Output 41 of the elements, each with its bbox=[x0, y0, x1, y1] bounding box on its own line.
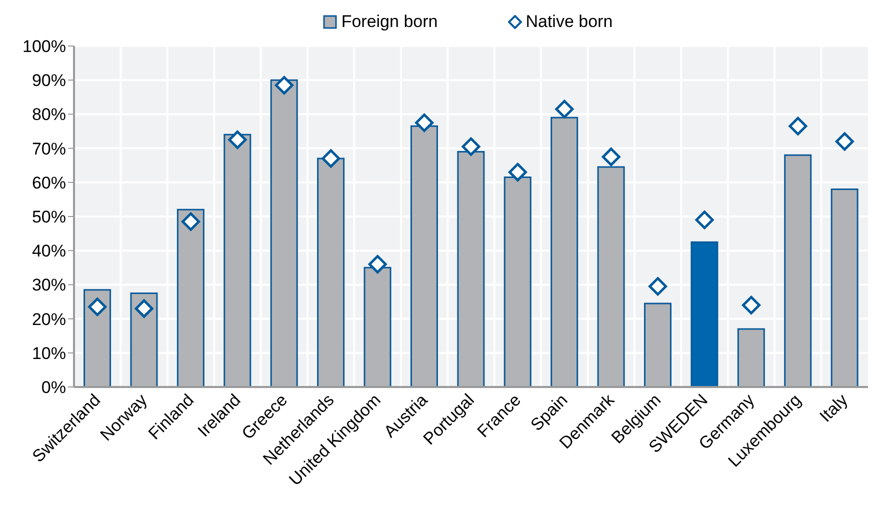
y-tick-label: 60% bbox=[32, 173, 66, 192]
bar bbox=[176, 208, 204, 387]
y-tick-label: 40% bbox=[32, 242, 66, 261]
point bbox=[88, 298, 107, 316]
bar bbox=[84, 289, 112, 387]
bar bbox=[644, 302, 672, 387]
bar bbox=[690, 241, 718, 387]
point bbox=[368, 254, 387, 274]
point bbox=[788, 116, 808, 136]
bar bbox=[784, 154, 812, 387]
y-tick-label: 80% bbox=[32, 105, 66, 124]
point bbox=[228, 130, 247, 150]
legend-label: Foreign born bbox=[341, 12, 438, 32]
point bbox=[742, 296, 760, 314]
point bbox=[602, 148, 620, 166]
y-tick-label: 30% bbox=[32, 276, 66, 295]
point bbox=[134, 299, 154, 318]
y-tick-label: 90% bbox=[32, 71, 66, 90]
bar bbox=[830, 188, 858, 387]
point bbox=[415, 113, 434, 132]
bar bbox=[737, 328, 765, 387]
point bbox=[182, 212, 200, 231]
x-tick-label: Italy bbox=[816, 390, 852, 426]
y-tick-label: 10% bbox=[32, 344, 66, 363]
point bbox=[648, 277, 668, 296]
y-tick-label: 70% bbox=[32, 139, 66, 158]
point bbox=[508, 162, 527, 182]
y-tick-label: 50% bbox=[32, 208, 66, 227]
y-tick-label: 20% bbox=[32, 310, 66, 329]
bar bbox=[270, 79, 298, 387]
point bbox=[462, 137, 480, 156]
point bbox=[555, 100, 574, 118]
y-tick-label: 100% bbox=[22, 37, 66, 56]
bar bbox=[224, 134, 252, 387]
point bbox=[274, 76, 294, 94]
point bbox=[322, 149, 340, 168]
y-tick-label: 0% bbox=[41, 378, 66, 398]
bar bbox=[130, 292, 158, 387]
point bbox=[695, 210, 714, 230]
legend-label: Native born bbox=[526, 12, 613, 32]
point bbox=[835, 132, 854, 151]
